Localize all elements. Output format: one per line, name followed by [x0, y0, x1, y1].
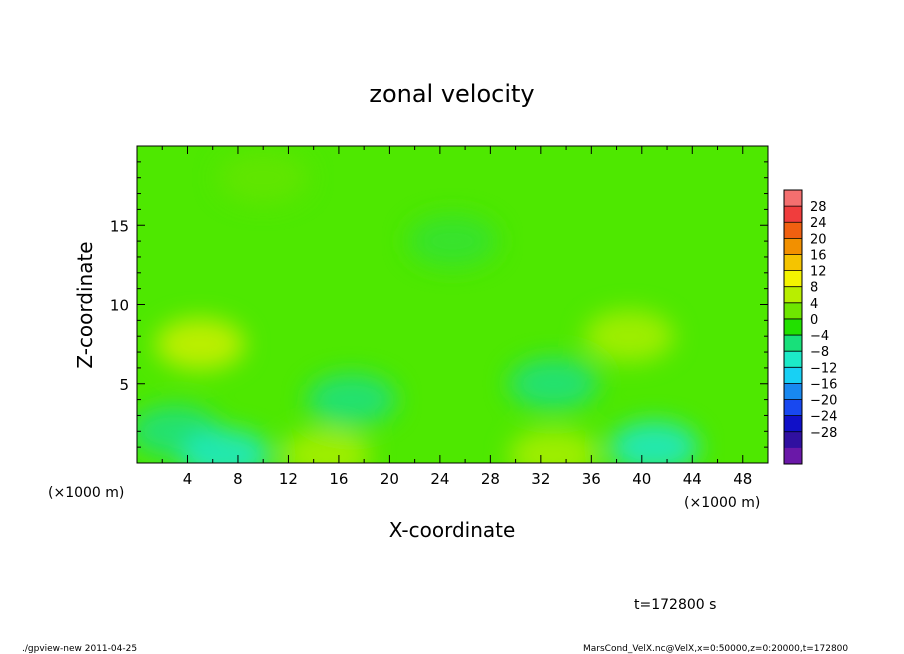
- colorbar-swatch: [784, 351, 802, 368]
- colorbar-frame: [783, 189, 803, 465]
- colorbar-swatch: [784, 383, 802, 401]
- colorbar-swatch: [784, 399, 802, 417]
- x-tick-label: 16: [329, 470, 348, 488]
- colorbar-label: −24: [810, 410, 837, 425]
- colorbar-swatch: [784, 447, 802, 465]
- footer-right: MarsCond_VelX.nc@VelX,x=0:50000,z=0:2000…: [583, 644, 848, 654]
- field-sample-10: [218, 151, 309, 204]
- field-sample-0: [155, 318, 246, 371]
- x-tick-label: 24: [430, 470, 449, 488]
- y-tick-label: 15: [110, 217, 129, 235]
- colorbar-swatch: [784, 367, 802, 384]
- colorbar-label: −12: [810, 361, 837, 376]
- field-blobs: [137, 151, 700, 463]
- field-sample-4: [306, 373, 397, 426]
- colorbar-label: −28: [810, 426, 837, 441]
- x-unit-left: (×1000 m): [48, 485, 124, 501]
- x-tick-label: 40: [632, 470, 651, 488]
- field-sample-8: [609, 421, 700, 463]
- y-tick-label: 10: [110, 297, 129, 315]
- x-tick-label: 4: [183, 470, 193, 488]
- x-unit-right: (×1000 m): [684, 495, 760, 511]
- x-tick-label: 12: [279, 470, 298, 488]
- field-sample-3: [281, 429, 372, 463]
- colorbar-swatch: [784, 335, 802, 352]
- colorbar-label: −20: [810, 394, 837, 409]
- colorbar-swatch: [784, 415, 802, 433]
- time-annotation: t=172800 s: [634, 597, 716, 613]
- x-tick-label: 8: [233, 470, 243, 488]
- field-sample-2: [180, 429, 271, 463]
- y-tick-label: 5: [119, 376, 129, 394]
- x-tick-label: 44: [683, 470, 702, 488]
- colorbar-label: 16: [810, 248, 827, 263]
- colorbar-label: −8: [810, 345, 829, 360]
- colorbar-swatch: [784, 254, 802, 272]
- field-sample-7: [584, 310, 675, 363]
- y-axis-label: Z-coordinate: [73, 241, 97, 368]
- colorbar-label: 28: [810, 200, 827, 215]
- field-sample-6: [508, 357, 599, 410]
- x-tick-label: 48: [733, 470, 752, 488]
- x-tick-label: 36: [582, 470, 601, 488]
- colorbar-swatch: [784, 206, 802, 223]
- footer-left: ./gpview-new 2011-04-25: [22, 644, 137, 654]
- colorbar-label: 24: [810, 216, 827, 231]
- colorbar-swatch: [784, 302, 802, 320]
- colorbar-label: 4: [810, 297, 818, 312]
- colorbar-swatch: [784, 286, 802, 304]
- colorbar-label: 0: [810, 313, 818, 328]
- colorbar-label: 12: [810, 265, 827, 280]
- y-axis-ticks: 5 10 15: [110, 161, 768, 448]
- field-sample-5: [508, 429, 599, 463]
- colorbar-label: −4: [810, 329, 829, 344]
- colorbar-swatch: [784, 431, 802, 449]
- colorbar-swatch: [784, 222, 802, 239]
- colorbar-swatch: [784, 318, 802, 336]
- colorbar-swatch: [784, 190, 802, 207]
- colorbar-label: 8: [810, 281, 818, 296]
- x-tick-label: 28: [481, 470, 500, 488]
- x-tick-label: 20: [380, 470, 399, 488]
- colorbar-label: 20: [810, 232, 827, 247]
- chart-title: zonal velocity: [369, 80, 534, 108]
- colorbar-swatch: [784, 270, 802, 288]
- plot-area: [137, 146, 768, 463]
- x-axis-label: X-coordinate: [389, 518, 516, 542]
- colorbar-label: −16: [810, 377, 837, 392]
- x-tick-label: 32: [531, 470, 550, 488]
- colorbar-swatch: [784, 238, 802, 255]
- field-sample-9: [407, 215, 498, 268]
- x-axis-ticks: 4 8 12 16 20 24 28 32 36 40 44 48: [161, 146, 752, 488]
